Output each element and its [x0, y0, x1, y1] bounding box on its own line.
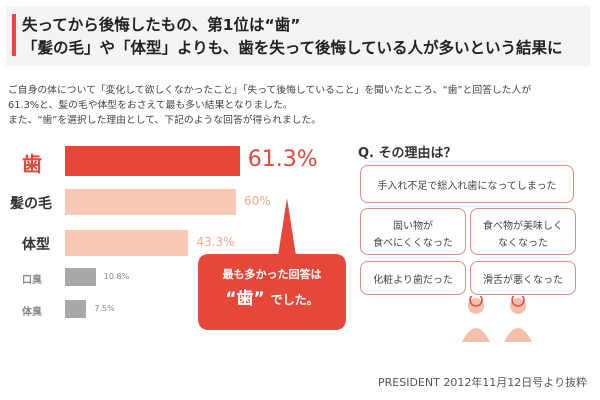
value-label: 43.3%: [196, 235, 235, 250]
bar: [65, 189, 236, 215]
callout-tail-text: でした。: [270, 293, 319, 307]
reason-text: 食べにくくなった: [373, 238, 453, 249]
reason-bubble-5: 滑舌が悪くなった: [470, 261, 576, 295]
headline: 失ってから後悔したもの、第1位は“歯”: [22, 16, 301, 34]
reason-bubble-3: 食べ物が美味しく なくなった: [470, 208, 576, 255]
title-accent-bar: [12, 14, 16, 56]
reason-bubble-1: 手入れ不足で総入れ歯になってしまった: [360, 165, 574, 203]
title-box: [6, 6, 590, 66]
value-label: 7.5%: [94, 303, 115, 313]
reason-text: 滑舌が悪くなった: [483, 275, 563, 286]
reason-text: 手入れ不足で総入れ歯になってしまった: [377, 181, 557, 192]
bar: [65, 230, 189, 256]
category-label: 体型: [22, 236, 50, 253]
value-label: 10.8%: [103, 271, 130, 281]
callout-line2: “歯” でした。: [198, 284, 346, 309]
value-label: 61.3%: [247, 146, 318, 172]
reason-text: なくなった: [498, 238, 548, 249]
bar: [65, 300, 87, 318]
callout-emph: “歯”: [225, 289, 265, 309]
people-illustration-icon: [462, 296, 532, 342]
source-credit: PRESIDENT 2012年11月12日号より抜粋: [378, 376, 588, 389]
category-label: 歯: [22, 152, 42, 176]
reason-text: 食べ物が美味しく: [483, 221, 563, 232]
category-label: 髪の毛: [10, 195, 52, 212]
intro-line-2: 61.3%と、髪の毛や体型をおさえて最も多い結果となりました。: [8, 100, 293, 111]
value-label: 60%: [244, 194, 271, 209]
reason-text: 固い物が: [393, 221, 433, 232]
subheadline: 「髪の毛」や「体型」よりも、歯を失って後悔している人が多いという結果に: [22, 39, 563, 57]
reason-text: 化粧より歯だった: [373, 275, 453, 286]
bar: [65, 146, 240, 176]
reason-bubble-2: 固い物が 食べにくくなった: [360, 208, 466, 255]
callout-tail: [278, 198, 296, 256]
intro-line-3: また、“歯”を選択した理由として、下記のような回答が得られました。: [8, 115, 322, 126]
reason-bubble-4: 化粧より歯だった: [360, 261, 466, 295]
category-label: 体臭: [22, 306, 42, 318]
intro-line-1: ご自身の体について「変化して欲しくなかったこと」「失って後悔していること」を聞い…: [8, 85, 532, 96]
callout-box: 最も多かった回答は “歯” でした。: [198, 254, 346, 330]
callout-line1: 最も多かった回答は: [222, 268, 322, 281]
category-label: 口臭: [22, 274, 42, 286]
question-title: Q. その理由は？: [358, 146, 457, 161]
bar: [65, 268, 96, 286]
